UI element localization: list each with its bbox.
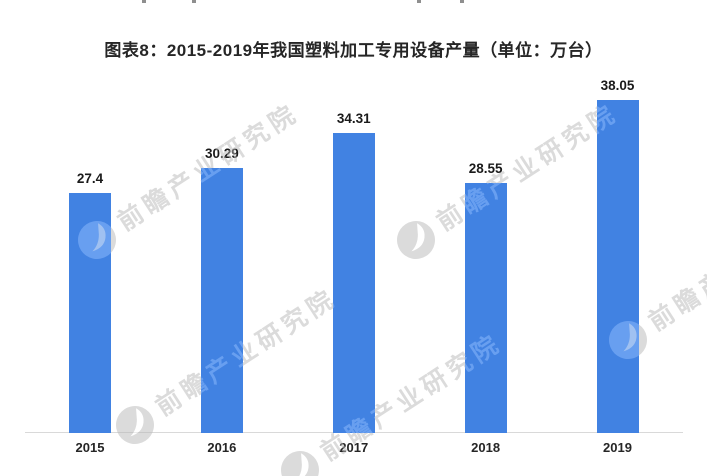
bar-value-label: 30.29 bbox=[204, 146, 239, 161]
bar-2018 bbox=[464, 183, 507, 433]
x-axis-label-2018: 2018 bbox=[471, 440, 501, 455]
x-axis-label-2016: 2016 bbox=[207, 440, 237, 455]
x-axis-label-2015: 2015 bbox=[75, 440, 105, 455]
bar-value-label: 28.55 bbox=[468, 161, 503, 176]
x-axis-label-2017: 2017 bbox=[339, 440, 369, 455]
bar-2016 bbox=[200, 168, 243, 433]
top-edge-fragment bbox=[417, 0, 421, 3]
bar-value-label: 34.31 bbox=[336, 111, 371, 126]
bar-value-label: 27.4 bbox=[76, 171, 104, 186]
bar-2015 bbox=[69, 193, 111, 433]
x-axis-label-2019: 2019 bbox=[603, 440, 632, 455]
top-edge-fragment bbox=[460, 0, 464, 3]
bar-2017 bbox=[332, 133, 375, 433]
bar-2019 bbox=[596, 100, 639, 433]
top-edge-fragment bbox=[192, 0, 196, 3]
top-edge-fragment bbox=[142, 0, 146, 3]
bar-value-label: 38.05 bbox=[600, 78, 635, 93]
chart-title: 图表8：2015-2019年我国塑料加工专用设备产量（单位：万台） bbox=[104, 41, 603, 60]
